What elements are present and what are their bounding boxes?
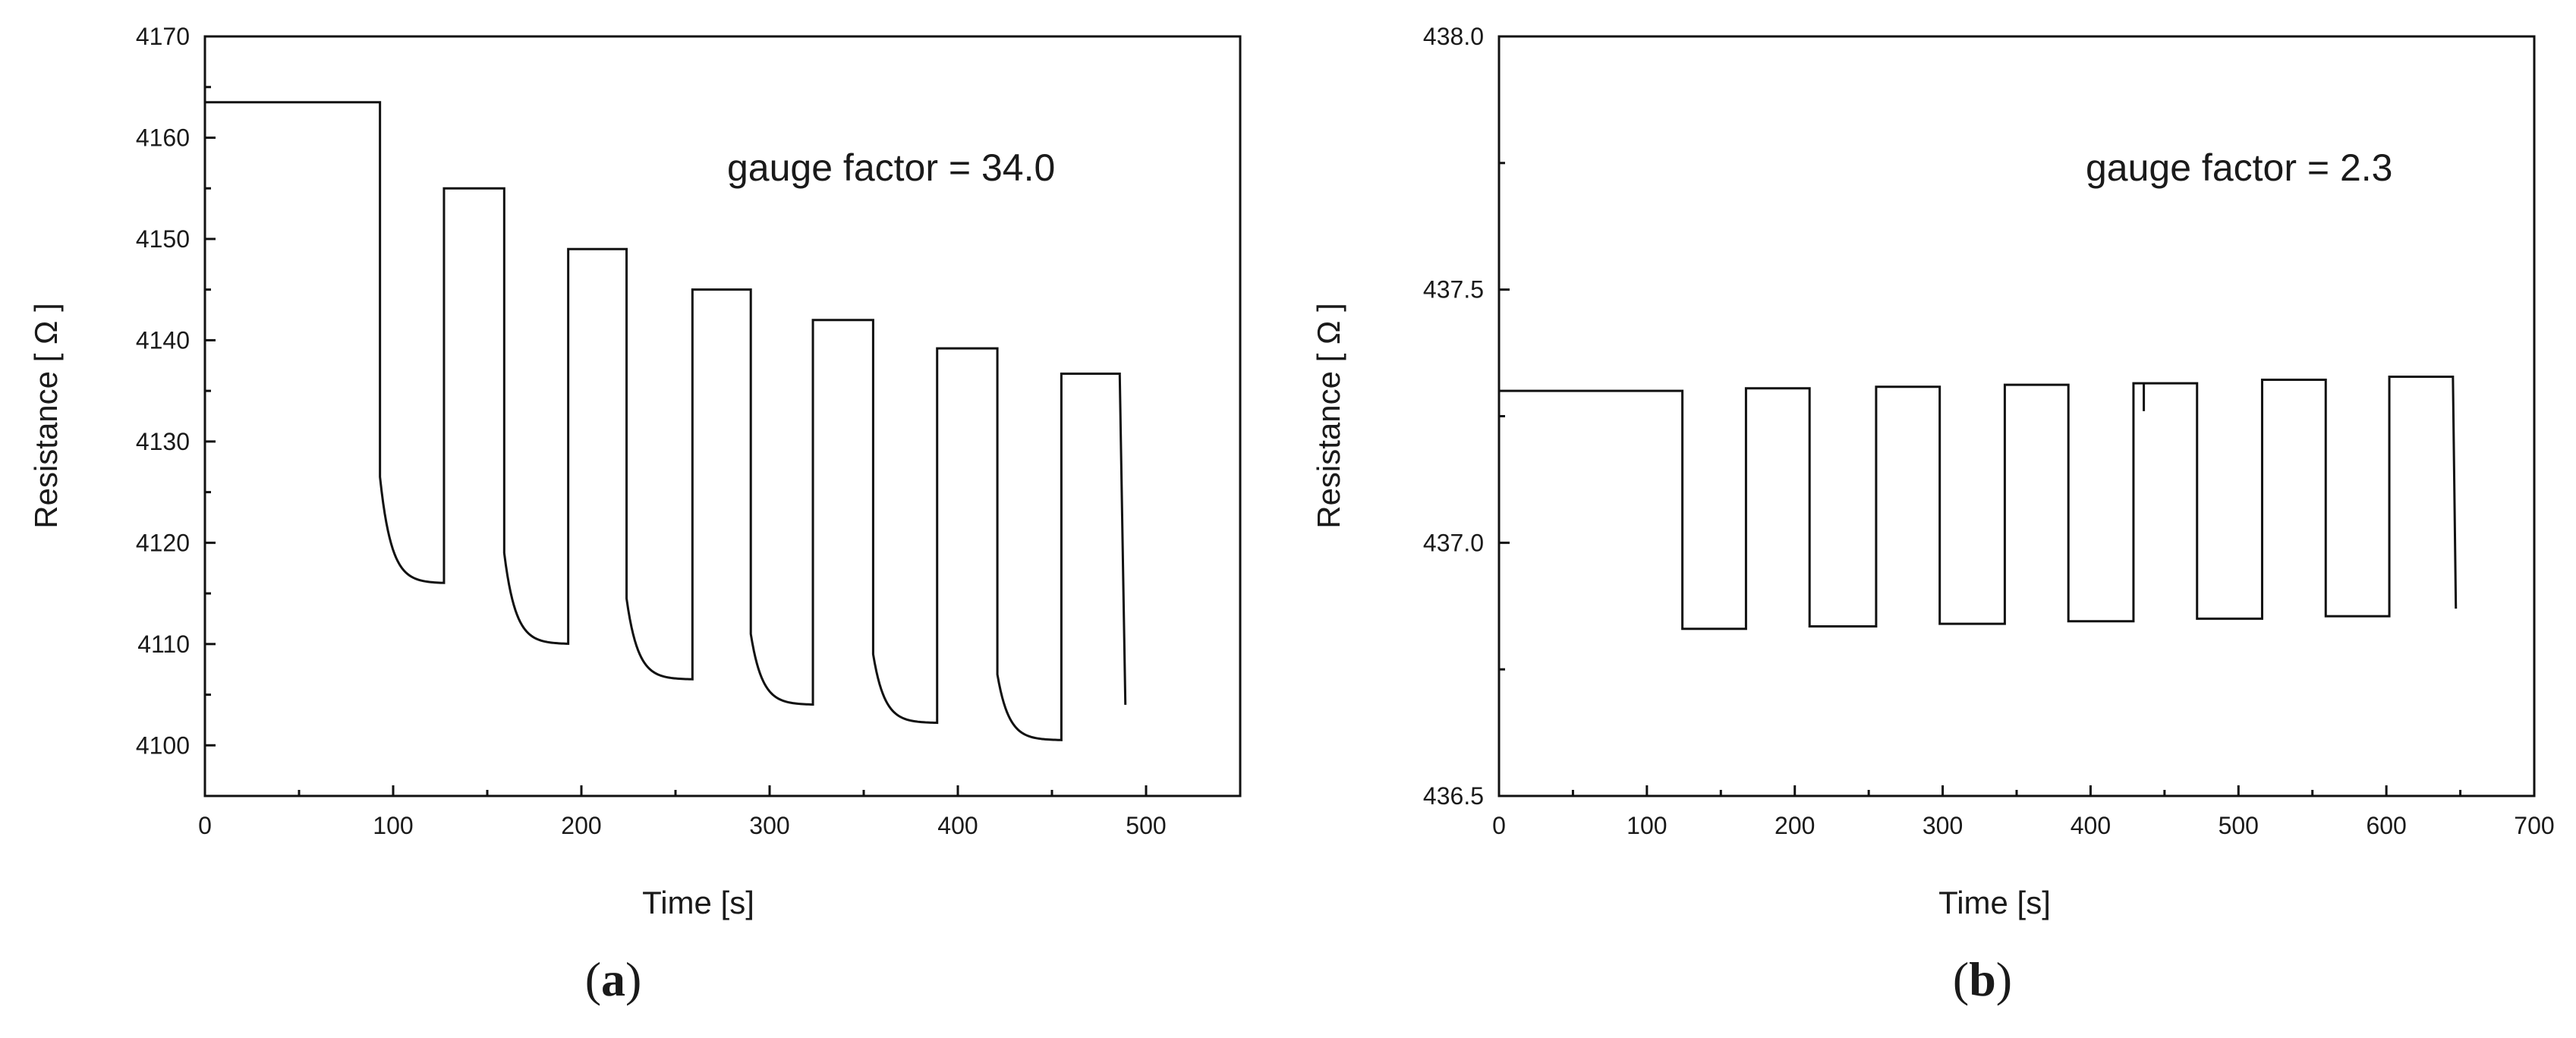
panel-b-tick-labels: 0 100 200 300 400 500 600 700 436.5 437.0 437.5 438… — [1423, 23, 2555, 839]
panel-b-annotation: gauge factor = 2.3 — [2086, 146, 2392, 189]
panel-b-series-line — [1499, 375, 2458, 631]
panel-a-ytick-label: 4150 — [136, 225, 190, 253]
panel-a-ylabel: Resistance [ Ω ] — [28, 303, 64, 529]
panel-a-xtick-label: 400 — [937, 812, 978, 839]
panel-b-xlabel: Time [s] — [1938, 885, 2051, 920]
panel-b-xtick-label: 700 — [2514, 812, 2554, 839]
panel-a-xlabel: Time [s] — [642, 885, 754, 920]
panel-a-label-letter: a — [601, 952, 625, 1006]
panel-a-label: (a) — [585, 952, 642, 1006]
panel-b-xtick-label: 0 — [1492, 812, 1506, 839]
panel-a-ytick-label: 4170 — [136, 23, 190, 50]
panel-a-xtick-label: 0 — [198, 812, 212, 839]
panel-b-xtick-label: 400 — [2071, 812, 2111, 839]
panel-b-ytick-label: 437.5 — [1423, 276, 1484, 304]
panel-b-ytick-label: 438.0 — [1423, 23, 1484, 50]
panel-a-ytick-label: 4110 — [137, 631, 190, 658]
panel-a-annotation: gauge factor = 34.0 — [727, 146, 1055, 189]
panel-b-label-letter: b — [1969, 952, 1996, 1006]
panel-b-ytick-label: 436.5 — [1423, 782, 1484, 810]
panel-b-label: (b) — [1953, 952, 2012, 1006]
panel-a-xtick-label: 100 — [373, 812, 413, 839]
panel-a-xtick-label: 500 — [1126, 812, 1166, 839]
panel-a-ytick-label: 4100 — [136, 731, 190, 759]
panel-b-ytick-label: 437.0 — [1423, 529, 1484, 556]
panel-b-xtick-label: 300 — [1923, 812, 1963, 839]
panel-a-ytick-label: 4130 — [136, 428, 190, 455]
panel-b-xtick-label: 500 — [2219, 812, 2259, 839]
panel-a-series-line — [205, 101, 1127, 741]
panel-a-tick-labels: 0 100 200 300 400 500 4100 4110 4120 4130 4140 4150… — [136, 23, 1167, 839]
chart-panel-b: 0 100 200 300 400 500 600 700 436.5 437.0 437.5 438… — [1311, 23, 2555, 1006]
panel-a-ytick-label: 4160 — [136, 124, 190, 151]
panel-b-xtick-label: 100 — [1627, 812, 1667, 839]
panel-b-axes-frame — [1497, 35, 2536, 797]
panel-b-xtick-label: 600 — [2366, 812, 2406, 839]
panel-a-axes-frame — [203, 35, 1242, 797]
panel-a-ytick-label: 4140 — [136, 326, 190, 354]
chart-panel-a: 0 100 200 300 400 500 4100 4110 4120 4130 4140 4150… — [28, 23, 1242, 1006]
panel-b-xtick-label: 200 — [1775, 812, 1815, 839]
panel-a-ticks — [203, 35, 1242, 797]
panel-b-ylabel: Resistance [ Ω ] — [1311, 303, 1346, 529]
panel-a-xtick-label: 200 — [561, 812, 601, 839]
panel-a-xtick-label: 300 — [749, 812, 789, 839]
panel-a-ytick-label: 4120 — [136, 529, 190, 556]
